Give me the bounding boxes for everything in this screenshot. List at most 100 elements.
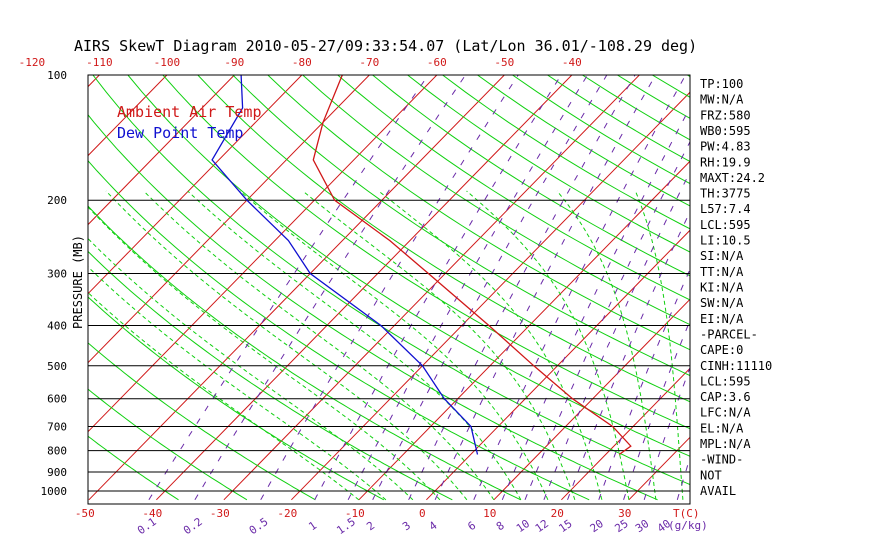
- moist-adiabat-line: [466, 190, 630, 500]
- isotherm-line: [156, 75, 573, 501]
- dry-adiabat-line: [337, 75, 690, 301]
- dry-adiabat-line: [267, 75, 690, 351]
- pressure-tick-label: 1000: [41, 485, 68, 498]
- mixing-ratio-tick-label: 30: [633, 517, 651, 535]
- dry-adiabat-line: [88, 388, 248, 501]
- moist-adiabat-line: [88, 237, 414, 501]
- mixing-ratio-line: [372, 75, 608, 501]
- pressure-tick-labels: 100 200 300 400 500 600 700 800 900 1000: [41, 69, 68, 498]
- dry-adiabat-line: [88, 435, 179, 501]
- temperature-axis-unit-label: T(C): [673, 507, 700, 520]
- dry-adiabat-line: [302, 75, 690, 326]
- dry-adiabat-line: [88, 114, 658, 501]
- dry-adiabat-line: [88, 342, 316, 501]
- mixing-ratio-line: [643, 366, 690, 500]
- mixing-ratio-tick-label: 15: [556, 517, 574, 535]
- pressure-tick-label: 400: [47, 319, 67, 332]
- sounding-index-label: MW:N/A: [700, 93, 744, 107]
- sounding-index-label: MPL:N/A: [700, 437, 751, 451]
- temperature-profile-line: [312, 75, 632, 456]
- sounding-index-label: CINH:11110: [700, 359, 772, 373]
- sounding-index-label: WB0:595: [700, 124, 751, 138]
- mixing-ratio-tick-label: 12: [533, 517, 551, 535]
- top-temperature-tick-label: -70: [359, 56, 379, 69]
- pressure-tick-label: 100: [47, 69, 67, 82]
- bottom-temperature-tick-label: 0: [419, 507, 426, 520]
- mixing-ratio-line: [501, 106, 690, 500]
- plot-frame: [87, 74, 691, 505]
- dry-adiabat-line: [652, 75, 690, 98]
- mixing-ratio-tick-label: 40: [655, 517, 673, 535]
- top-temperature-tick-label: -50: [494, 56, 514, 69]
- pressure-tick-label: 300: [47, 267, 67, 280]
- dry-adiabat-line: [88, 159, 590, 501]
- top-temperature-tick-label: -80: [292, 56, 312, 69]
- mixing-ratio-line: [434, 75, 657, 501]
- pressure-tick-label: 700: [47, 421, 67, 434]
- dry-adiabat-line: [792, 75, 870, 500]
- bottom-temperature-tick-label: 30: [618, 507, 631, 520]
- sounding-index-label: TP:100: [700, 77, 743, 91]
- mixing-ratio-line: [194, 75, 466, 501]
- moist-adiabat-line: [556, 190, 657, 500]
- bottom-temperature-tick-label: -10: [345, 507, 365, 520]
- moist-adiabat-line: [88, 291, 360, 501]
- dry-adiabat-line: [442, 75, 690, 230]
- profile-lines: [211, 75, 632, 456]
- mixing-ratio-tick-label: 8: [494, 519, 507, 533]
- chart-title: AIRS SkewT Diagram 2010-05-27/09:33:54.0…: [74, 37, 697, 55]
- mixing-ratio-line: [473, 75, 687, 500]
- moist-adiabat-line: [88, 206, 441, 501]
- sounding-index-label: EL:N/A: [700, 421, 744, 435]
- moist-adiabat-line: [378, 190, 603, 500]
- top-temperature-tick-label: -60: [427, 56, 447, 69]
- mixing-ratio-tick-label: 10: [514, 517, 532, 535]
- sounding-index-label: CAP:3.6: [700, 390, 751, 404]
- sounding-index-label: -WIND-: [700, 453, 743, 467]
- bottom-temperature-tick-label: 20: [551, 507, 564, 520]
- sounding-index-label: L57:7.4: [700, 202, 751, 216]
- top-temperature-tick-label: -120: [19, 56, 46, 69]
- y-axis-label: PRESSURE (MB): [71, 235, 85, 329]
- bottom-temperature-tick-labels: -50 -40 -30 -20 -10 0 10 20 30 T(C): [75, 507, 700, 520]
- mixing-ratio-line: [543, 170, 690, 500]
- mixing-ratio-line: [314, 75, 562, 501]
- sounding-index-label: NOT: [700, 468, 722, 482]
- mixing-ratio-tick-label: 25: [612, 517, 630, 535]
- mixing-ratio-tick-label: 2: [364, 519, 377, 533]
- dry-adiabat-line: [407, 75, 690, 253]
- sounding-index-label: AVAIL: [700, 484, 736, 498]
- moist-adiabat-line: [105, 190, 468, 501]
- sounding-index-label: SW:N/A: [700, 296, 744, 310]
- pressure-tick-label: 200: [47, 194, 67, 207]
- mixing-ratio-line: [347, 75, 588, 501]
- bottom-temperature-tick-label: -40: [142, 507, 162, 520]
- isotherm-line: [88, 75, 370, 364]
- legend-dew-point-temp: Dew Point Temp: [117, 124, 243, 142]
- mixing-ratio-unit-label: (g/kg): [668, 519, 708, 532]
- dry-adiabat-line: [232, 75, 690, 377]
- pressure-tick-label: 600: [47, 393, 67, 406]
- bottom-temperature-tick-label: 10: [483, 507, 496, 520]
- pressure-tick-label: 500: [47, 360, 67, 373]
- sounding-index-label: EI:N/A: [700, 312, 744, 326]
- moist-adiabat-line: [143, 190, 495, 501]
- sounding-index-label: MAXT:24.2: [700, 171, 765, 185]
- isotherm-line: [223, 75, 640, 501]
- mixing-ratio-tick-label: 1: [306, 519, 319, 533]
- mixing-ratio-tick-label: 0.2: [181, 515, 205, 537]
- sounding-index-label: FRZ:580: [700, 108, 751, 122]
- pressure-tick-label: 900: [47, 466, 67, 479]
- sounding-index-label: LCL:595: [700, 374, 751, 388]
- mixing-ratio-tick-label: 20: [588, 517, 606, 535]
- top-temperature-tick-label: -90: [224, 56, 244, 69]
- moist-adiabat-line: [239, 190, 549, 501]
- bottom-temperature-tick-label: -30: [210, 507, 230, 520]
- mixing-ratio-tick-label: 4: [427, 519, 440, 534]
- isotherm-line: [88, 75, 303, 295]
- dry-adiabat-line: [477, 75, 690, 207]
- isotherm-line: [831, 75, 870, 500]
- isotherm-line: [88, 75, 168, 157]
